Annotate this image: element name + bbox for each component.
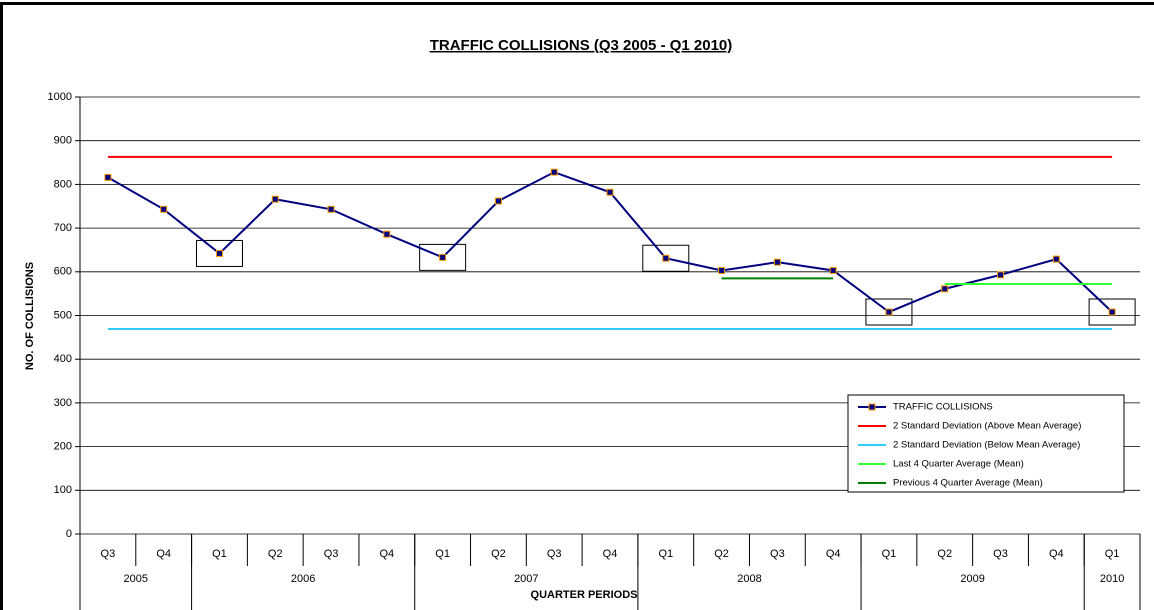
legend-label: 2 Standard Deviation (Above Mean Average… bbox=[893, 421, 1081, 432]
x-group-label: 2005 bbox=[124, 573, 148, 585]
point bbox=[829, 266, 837, 274]
point bbox=[662, 254, 670, 262]
point bbox=[215, 249, 223, 257]
y-tick-label: 100 bbox=[54, 484, 72, 496]
x-tick-label: Q1 bbox=[658, 548, 673, 560]
point bbox=[104, 173, 112, 181]
y-tick-label: 200 bbox=[54, 441, 72, 453]
point bbox=[327, 205, 335, 213]
point bbox=[606, 188, 614, 196]
x-tick-label: Q3 bbox=[993, 548, 1008, 560]
x-tick-label: Q1 bbox=[435, 548, 450, 560]
y-tick-label: 1000 bbox=[48, 91, 72, 103]
y-tick-label: 400 bbox=[54, 353, 72, 365]
x-tick-label: Q4 bbox=[826, 548, 841, 560]
x-tick-label: Q3 bbox=[101, 548, 116, 560]
highlight-box bbox=[1088, 298, 1136, 326]
point bbox=[941, 285, 949, 293]
y-axis-title: NO. OF COLLISIONS bbox=[24, 262, 36, 370]
chart-title: TRAFFIC COLLISIONS (Q3 2005 - Q1 2010) bbox=[430, 37, 733, 54]
legend-label: Last 4 Quarter Average (Mean) bbox=[893, 459, 1024, 470]
x-group-label: 2007 bbox=[514, 573, 538, 585]
x-group-label: 2006 bbox=[291, 573, 315, 585]
point bbox=[885, 308, 893, 316]
point bbox=[160, 205, 168, 213]
x-tick-label: Q3 bbox=[324, 548, 339, 560]
point bbox=[494, 197, 502, 205]
x-tick-label: Q1 bbox=[212, 548, 227, 560]
x-tick-label: Q3 bbox=[770, 548, 785, 560]
y-tick-label: 800 bbox=[54, 178, 72, 190]
x-tick-label: Q2 bbox=[714, 548, 729, 560]
x-tick-label: Q4 bbox=[1049, 548, 1064, 560]
highlight-box bbox=[195, 239, 243, 267]
x-tick-label: Q2 bbox=[491, 548, 506, 560]
point bbox=[550, 168, 558, 176]
x-tick-label: Q3 bbox=[547, 548, 562, 560]
highlight-box bbox=[419, 243, 467, 271]
point bbox=[773, 258, 781, 266]
y-tick-label: 0 bbox=[66, 528, 72, 540]
x-tick-label: Q4 bbox=[156, 548, 171, 560]
x-group-label: 2008 bbox=[737, 573, 761, 585]
legend-label: Previous 4 Quarter Average (Mean) bbox=[893, 478, 1043, 489]
x-group-label: 2010 bbox=[1100, 573, 1124, 585]
x-tick-label: Q2 bbox=[937, 548, 952, 560]
x-tick-label: Q4 bbox=[379, 548, 394, 560]
x-tick-label: Q1 bbox=[1105, 548, 1120, 560]
highlight-box bbox=[865, 298, 913, 326]
x-tick-label: Q4 bbox=[603, 548, 618, 560]
y-tick-label: 700 bbox=[54, 222, 72, 234]
legend-marker bbox=[868, 403, 876, 411]
highlight-box bbox=[642, 244, 690, 272]
x-tick-label: Q1 bbox=[882, 548, 897, 560]
point bbox=[383, 230, 391, 238]
legend-label: TRAFFIC COLLISIONS bbox=[893, 402, 993, 413]
legend-box bbox=[847, 394, 1125, 493]
point bbox=[1052, 255, 1060, 263]
point bbox=[439, 253, 447, 261]
y-tick-label: 900 bbox=[54, 135, 72, 147]
y-tick-label: 300 bbox=[54, 397, 72, 409]
point bbox=[1108, 308, 1116, 316]
y-tick-label: 500 bbox=[54, 309, 72, 321]
y-tick-label: 600 bbox=[54, 266, 72, 278]
legend-label: 2 Standard Deviation (Below Mean Average… bbox=[893, 440, 1080, 451]
x-tick-label: Q2 bbox=[268, 548, 283, 560]
x-group-label: 2009 bbox=[960, 573, 984, 585]
x-axis-title: QUARTER PERIODS bbox=[531, 589, 638, 601]
point bbox=[271, 195, 279, 203]
point bbox=[997, 271, 1005, 279]
point bbox=[718, 266, 726, 274]
